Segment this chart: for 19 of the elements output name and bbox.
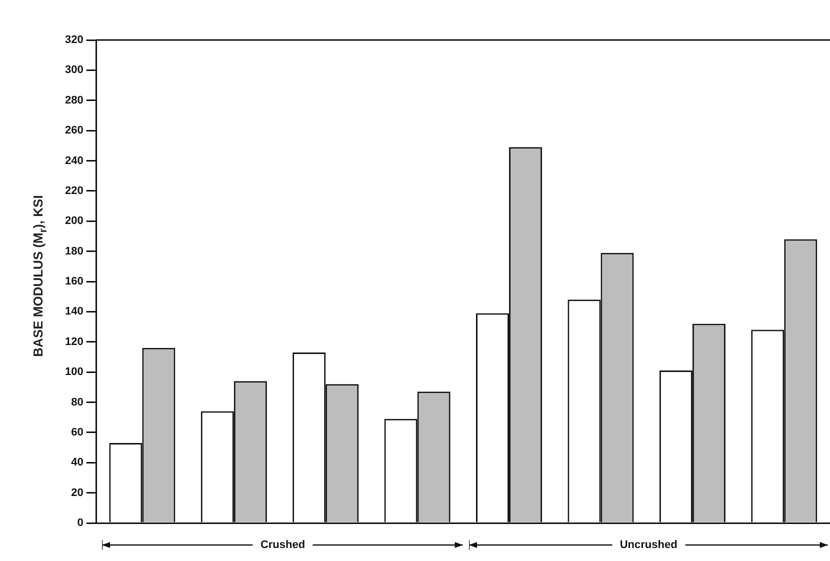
y-tick-label: 180: [64, 245, 84, 258]
y-tick-label: 280: [64, 94, 84, 106]
y-tick-label: 40: [71, 456, 84, 469]
y-tick-label: 200: [64, 215, 84, 228]
y-tick-label: 300: [64, 64, 84, 76]
text: Uncrushed: [612, 537, 686, 553]
y-tick-label: 120: [64, 336, 84, 348]
y-tick-label: 320: [64, 34, 84, 46]
y-tick-label: 260: [64, 124, 84, 137]
y-tick-label: 160: [64, 276, 84, 288]
y-tick-label: 100: [64, 366, 84, 378]
y-tick-label: 220: [64, 184, 84, 197]
y-tick-label: 240: [64, 154, 84, 167]
y-tick-label: 20: [71, 486, 84, 499]
y-tick-label: 60: [71, 426, 84, 438]
y-tick-label: 0: [77, 517, 84, 530]
y-tick-label: 80: [71, 396, 84, 408]
y-tick-label: 140: [64, 306, 84, 318]
text: Crushed: [252, 537, 314, 553]
